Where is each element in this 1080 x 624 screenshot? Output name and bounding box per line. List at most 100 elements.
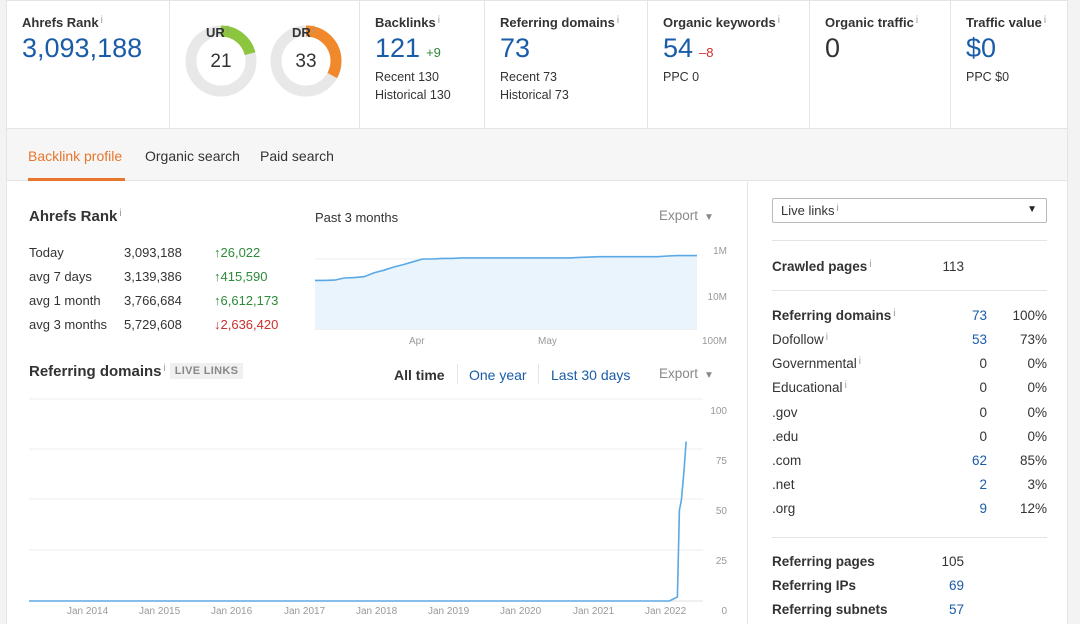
stat-label: Crawled pages bbox=[772, 259, 868, 274]
ur-value: 21 bbox=[210, 51, 232, 72]
ppc-count: PPC 0 bbox=[663, 70, 700, 84]
info-icon[interactable]: i bbox=[858, 356, 862, 368]
ur-gauge-ring bbox=[185, 25, 257, 97]
info-icon[interactable]: i bbox=[100, 15, 103, 26]
rank-row-label: avg 1 month bbox=[29, 293, 101, 308]
stat-row: .edu 0 0% bbox=[772, 429, 1047, 451]
divider bbox=[772, 240, 1047, 241]
x-tick-label: May bbox=[538, 336, 557, 347]
metric-value[interactable]: 3,093,188 bbox=[22, 33, 143, 63]
metric-ahrefs-rank: Ahrefs Rank i 3,093,188 bbox=[7, 1, 170, 128]
export-label: Export bbox=[659, 366, 699, 381]
ur-gauge[interactable]: 21 bbox=[184, 21, 258, 106]
y-tick-label: 25 bbox=[715, 556, 727, 567]
stat-label: .gov bbox=[772, 404, 798, 420]
stat-label: Referring subnets bbox=[772, 602, 888, 617]
info-icon[interactable]: i bbox=[312, 25, 316, 36]
rank-area bbox=[315, 255, 697, 329]
metric-label: Referring domains bbox=[500, 15, 615, 30]
metric-label: Ahrefs Rank bbox=[22, 15, 99, 30]
rank-row-value: 3,766,684 bbox=[124, 293, 182, 308]
info-icon[interactable]: i bbox=[616, 15, 620, 26]
ppc-value: PPC $0 bbox=[966, 70, 1010, 84]
stat-row-referring-domains: Referring domains i 73 100% bbox=[772, 308, 1047, 330]
metric-value[interactable]: 121 bbox=[375, 33, 421, 63]
stat-label: Governmental bbox=[772, 356, 857, 372]
metric-value[interactable]: 54 bbox=[663, 33, 694, 63]
info-icon[interactable]: i bbox=[869, 259, 872, 270]
stat-label: Dofollow bbox=[772, 332, 824, 347]
info-icon[interactable]: i bbox=[915, 15, 919, 26]
info-icon[interactable]: i bbox=[893, 308, 896, 319]
rank-row-value: 3,093,188 bbox=[124, 245, 182, 260]
info-icon[interactable]: i bbox=[836, 203, 839, 214]
stat-value[interactable]: 62 bbox=[971, 453, 987, 468]
stat-value[interactable]: 53 bbox=[971, 332, 987, 347]
site-explorer-overview: Ahrefs Rank i 3,093,188 21 UR i 33 DR i bbox=[6, 0, 1068, 624]
metric-backlinks: Backlinks i 121 +9 Recent 130 Historical 1… bbox=[360, 1, 485, 128]
info-icon[interactable]: i bbox=[777, 15, 780, 26]
export-button[interactable]: Export ▼ bbox=[659, 208, 714, 223]
info-icon[interactable]: i bbox=[437, 15, 440, 26]
stat-row: Governmental i 0 0% bbox=[772, 356, 1047, 378]
stat-percent: 0% bbox=[1027, 428, 1047, 444]
historical-count[interactable]: Historical 73 bbox=[500, 88, 569, 103]
info-icon[interactable]: i bbox=[1043, 15, 1047, 26]
y-tick-label: 0 bbox=[721, 606, 727, 617]
stat-label: .com bbox=[772, 453, 802, 468]
x-tick-label: Jan 2021 bbox=[573, 606, 615, 617]
recent-count[interactable]: Recent 73 bbox=[500, 70, 557, 84]
metric-label: Backlinks bbox=[375, 15, 436, 30]
stat-row: Referring IPs 69 bbox=[772, 578, 1047, 600]
ur-label: UR bbox=[206, 25, 225, 40]
dr-gauge-ring bbox=[270, 25, 342, 97]
info-icon[interactable]: i bbox=[844, 380, 847, 392]
recent-count[interactable]: Recent 130 bbox=[375, 70, 439, 84]
stat-value[interactable]: 57 bbox=[948, 602, 964, 617]
rank-chart[interactable] bbox=[315, 244, 697, 330]
stat-label: .net bbox=[772, 477, 795, 493]
rank-row-value: 3,139,386 bbox=[124, 269, 182, 284]
range-last-30-days[interactable]: Last 30 days bbox=[551, 367, 631, 383]
stat-percent: 0% bbox=[1027, 380, 1047, 396]
tab-paid-search[interactable]: Paid search bbox=[260, 148, 334, 164]
active-tab-indicator bbox=[28, 178, 125, 181]
referring-domains-chart[interactable] bbox=[29, 398, 703, 604]
dr-gauge[interactable]: 33 bbox=[269, 21, 343, 106]
range-all-time[interactable]: All time bbox=[394, 367, 445, 383]
stat-value[interactable]: 2 bbox=[979, 477, 987, 493]
info-icon[interactable]: i bbox=[163, 363, 166, 374]
info-icon[interactable]: i bbox=[825, 332, 829, 343]
stat-percent: 12% bbox=[1019, 501, 1047, 517]
metric-delta: +9 bbox=[426, 45, 441, 60]
x-tick-label: Apr bbox=[409, 336, 425, 347]
dr-value: 33 bbox=[295, 51, 317, 72]
historical-count[interactable]: Historical 130 bbox=[375, 88, 451, 103]
stat-percent: 3% bbox=[1027, 477, 1047, 493]
rank-line bbox=[315, 254, 697, 282]
info-icon[interactable]: i bbox=[226, 25, 230, 36]
range-one-year[interactable]: One year bbox=[469, 367, 527, 383]
live-links-select[interactable]: Live links i ▼ bbox=[772, 198, 1047, 223]
stat-percent: 85% bbox=[1019, 453, 1047, 468]
stat-row: Referring subnets 57 bbox=[772, 602, 1047, 624]
stat-row: .com 62 85% bbox=[772, 453, 1047, 475]
rank-row-label: avg 3 months bbox=[29, 317, 108, 332]
tab-backlink-profile[interactable]: Backlink profile bbox=[28, 148, 123, 164]
divider bbox=[457, 364, 458, 384]
rank-row: avg 1 month 3,766,684 ↑6,612,173 bbox=[29, 293, 299, 317]
metric-value[interactable]: 73 bbox=[500, 33, 531, 63]
metric-value[interactable]: 0 bbox=[825, 33, 841, 63]
stat-row: Educational i 0 0% bbox=[772, 380, 1047, 402]
tab-organic-search[interactable]: Organic search bbox=[145, 148, 240, 164]
metric-value[interactable]: $0 bbox=[966, 33, 997, 63]
stat-value[interactable]: 73 bbox=[971, 308, 987, 323]
stat-value[interactable]: 69 bbox=[948, 578, 964, 593]
info-icon[interactable]: i bbox=[119, 208, 122, 219]
stat-row: .org 9 12% bbox=[772, 501, 1047, 523]
metric-traffic-value: Traffic value i $0 PPC $0 bbox=[951, 1, 1067, 128]
metric-organic-keywords: Organic keywords i 54 –8 PPC 0 bbox=[648, 1, 810, 128]
export-button[interactable]: Export ▼ bbox=[659, 366, 714, 381]
divider bbox=[538, 364, 539, 384]
stat-value[interactable]: 9 bbox=[979, 501, 987, 517]
